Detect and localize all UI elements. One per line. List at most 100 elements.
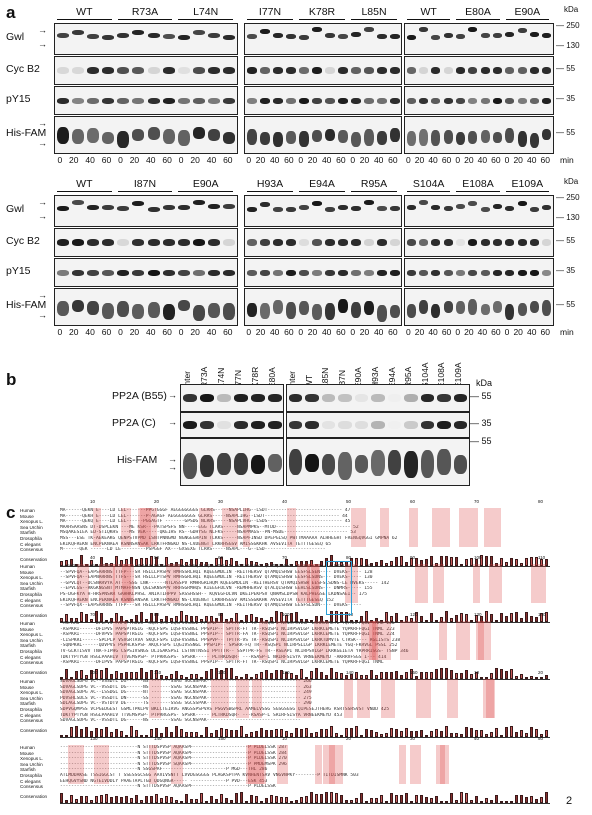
conservation-bar [85,674,89,679]
conservation-bar [220,727,224,737]
blot-box [54,258,238,287]
conservation-bar [110,796,114,803]
blot-band [86,301,99,316]
blot-band [376,33,387,39]
conservation-bar [290,800,294,803]
blot-band [453,421,468,429]
conservation-bar [340,734,344,737]
species-name: Xenopus L. [20,519,44,525]
blot-band [147,97,160,104]
ruler-tick: 50 [538,736,544,741]
blot-band [406,238,416,246]
blot-band [311,97,322,104]
ruler: 130 140 150 10 20 30 40 50 [60,736,550,745]
lane-number: 40 [477,155,488,165]
conservation-bar [120,615,124,622]
blot-band [250,454,265,474]
conservation-bar [175,615,179,622]
conservation-bar [395,612,399,622]
blot-band [376,269,387,276]
lane-number: 0 [504,327,510,337]
blot-band [529,300,540,314]
blot-band [267,394,282,402]
conservation-bar [60,560,64,566]
conserved-highlight [99,564,115,604]
panel-label-a: a [6,3,16,22]
blot-band [455,33,466,39]
ruler-tick: 60 [410,499,416,504]
conservation-bar [540,676,544,679]
conservation-bar [430,730,434,737]
conservation-bar [490,799,494,803]
conservation-bar [210,668,214,679]
conservation-bar [240,676,244,679]
conservation-bar [385,562,389,566]
blot-band [455,97,466,104]
ruler-tick: 20 [346,736,352,741]
conservation-bar [215,667,219,679]
lane-number: 60 [284,155,294,165]
species-name: Mouse [20,684,34,690]
ruler-tick: 150 [410,670,418,675]
species-name: Sea Urchin [20,580,43,586]
conservation-bar [525,557,529,566]
blot-band [529,132,540,149]
ruler-tick: 100 [90,670,98,675]
blot-box [54,56,238,85]
conservation-bar [290,563,294,566]
group-header: WT [76,178,93,190]
blot-band [443,130,453,144]
group-underline [351,19,397,20]
blot-band [223,303,236,320]
conservation-histogram [60,554,550,567]
conservation-bar [465,669,469,679]
blot-band [404,421,418,429]
blot-band [389,97,400,104]
blot-box [244,116,402,154]
conserved-highlight [93,508,101,548]
conservation-bar [410,557,414,566]
ruler-tick: 70 [282,555,288,560]
lane-number: 0 [350,327,356,337]
conserved-highlight [399,745,406,785]
conservation-bar [65,668,69,679]
blot-band [492,300,503,314]
blot-band [132,238,145,246]
blot-band [208,303,221,318]
lane-number: 40 [477,327,488,337]
ruler-tick: 80 [346,555,352,560]
species-name: Starfish [20,586,36,592]
conservation-bar [75,725,79,737]
blot-band [468,66,478,74]
conservation-bar [285,614,289,622]
conservation-bar [535,676,539,679]
conservation-bar [405,561,409,566]
conservation-bar [190,558,194,566]
conservation-bar [90,730,94,737]
conserved-highlight [344,679,353,719]
conservation-bar [385,732,389,737]
lane-number: 60 [388,327,398,337]
conservation-bar [70,676,74,679]
ruler-tick: 10 [90,499,96,504]
blot-band [182,394,197,402]
lane-number: 40 [428,155,438,165]
lane-number: 0 [246,327,252,337]
group-underline [117,191,173,192]
sequence-line: MSS---ESE TK-AEKEAKG QENPSTVPMD LSNTPNNG… [60,536,398,541]
conservation-bar [230,667,234,679]
conservation-bar [220,556,224,566]
blot-band [324,238,335,246]
sequence-line: MAAHSAASNS DT-DSPLEKN ---ME KSR---PATSPS… [60,524,359,530]
conserved-highlight [372,621,391,661]
conservation-bar [275,610,279,622]
blot-box [404,258,554,287]
blot-band [492,66,503,74]
conservation-bar [120,730,124,737]
conservation-bar [490,555,494,566]
blot-box [286,384,470,412]
blot-band [223,97,236,104]
conservation-bar [340,672,344,679]
ruler-tick: 50 [346,499,352,504]
conservation-bar [200,792,204,803]
